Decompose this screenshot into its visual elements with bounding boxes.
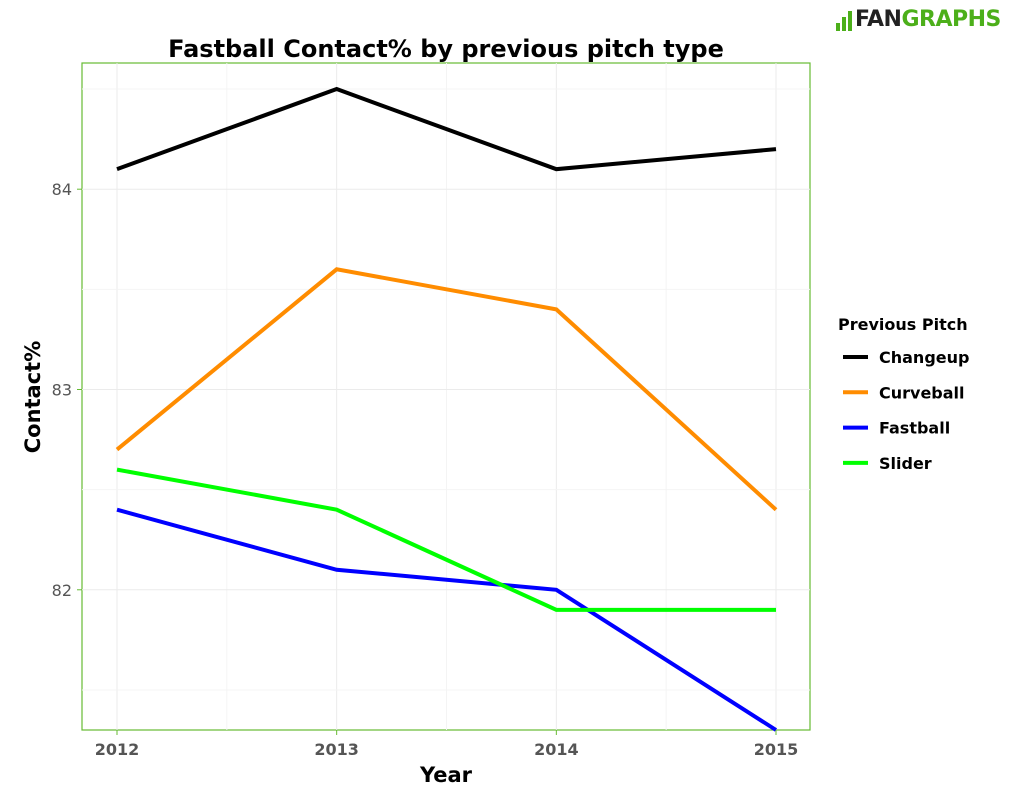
y-tick-label: 84 — [52, 180, 72, 199]
axes: 82 83 84 2012 2013 2014 2015 — [52, 180, 799, 759]
x-tick-label: 2012 — [95, 740, 140, 759]
x-tick-label: 2013 — [314, 740, 359, 759]
x-axis-label: Year — [419, 763, 473, 787]
series-lines — [115, 86, 778, 732]
series-line-curveball — [115, 267, 778, 512]
legend: Previous Pitch Changeup Curveball Fastball… — [838, 315, 969, 473]
series-line-changeup — [116, 86, 777, 172]
logo-text-fan: FAN — [855, 6, 902, 32]
legend-title: Previous Pitch — [838, 315, 968, 334]
logo-text-graphs: GRAPHS — [901, 6, 1001, 32]
legend-label-changeup: Changeup — [879, 348, 969, 367]
fangraphs-logo: FANGRAPHS — [836, 4, 1001, 34]
x-tick-label: 2015 — [754, 740, 799, 759]
legend-label-curveball: Curveball — [879, 383, 965, 402]
legend-label-slider: Slider — [879, 454, 932, 473]
series-line-slider — [116, 467, 776, 612]
x-tick-label: 2014 — [534, 740, 579, 759]
chart-title: Fastball Contact% by previous pitch type — [168, 35, 724, 63]
y-tick-label: 83 — [52, 380, 72, 399]
y-tick-label: 82 — [52, 581, 72, 600]
logo-bars-icon — [836, 7, 852, 31]
series-line-fastball — [116, 507, 778, 732]
y-axis-label: Contact% — [21, 341, 45, 454]
legend-label-fastball: Fastball — [879, 419, 950, 438]
